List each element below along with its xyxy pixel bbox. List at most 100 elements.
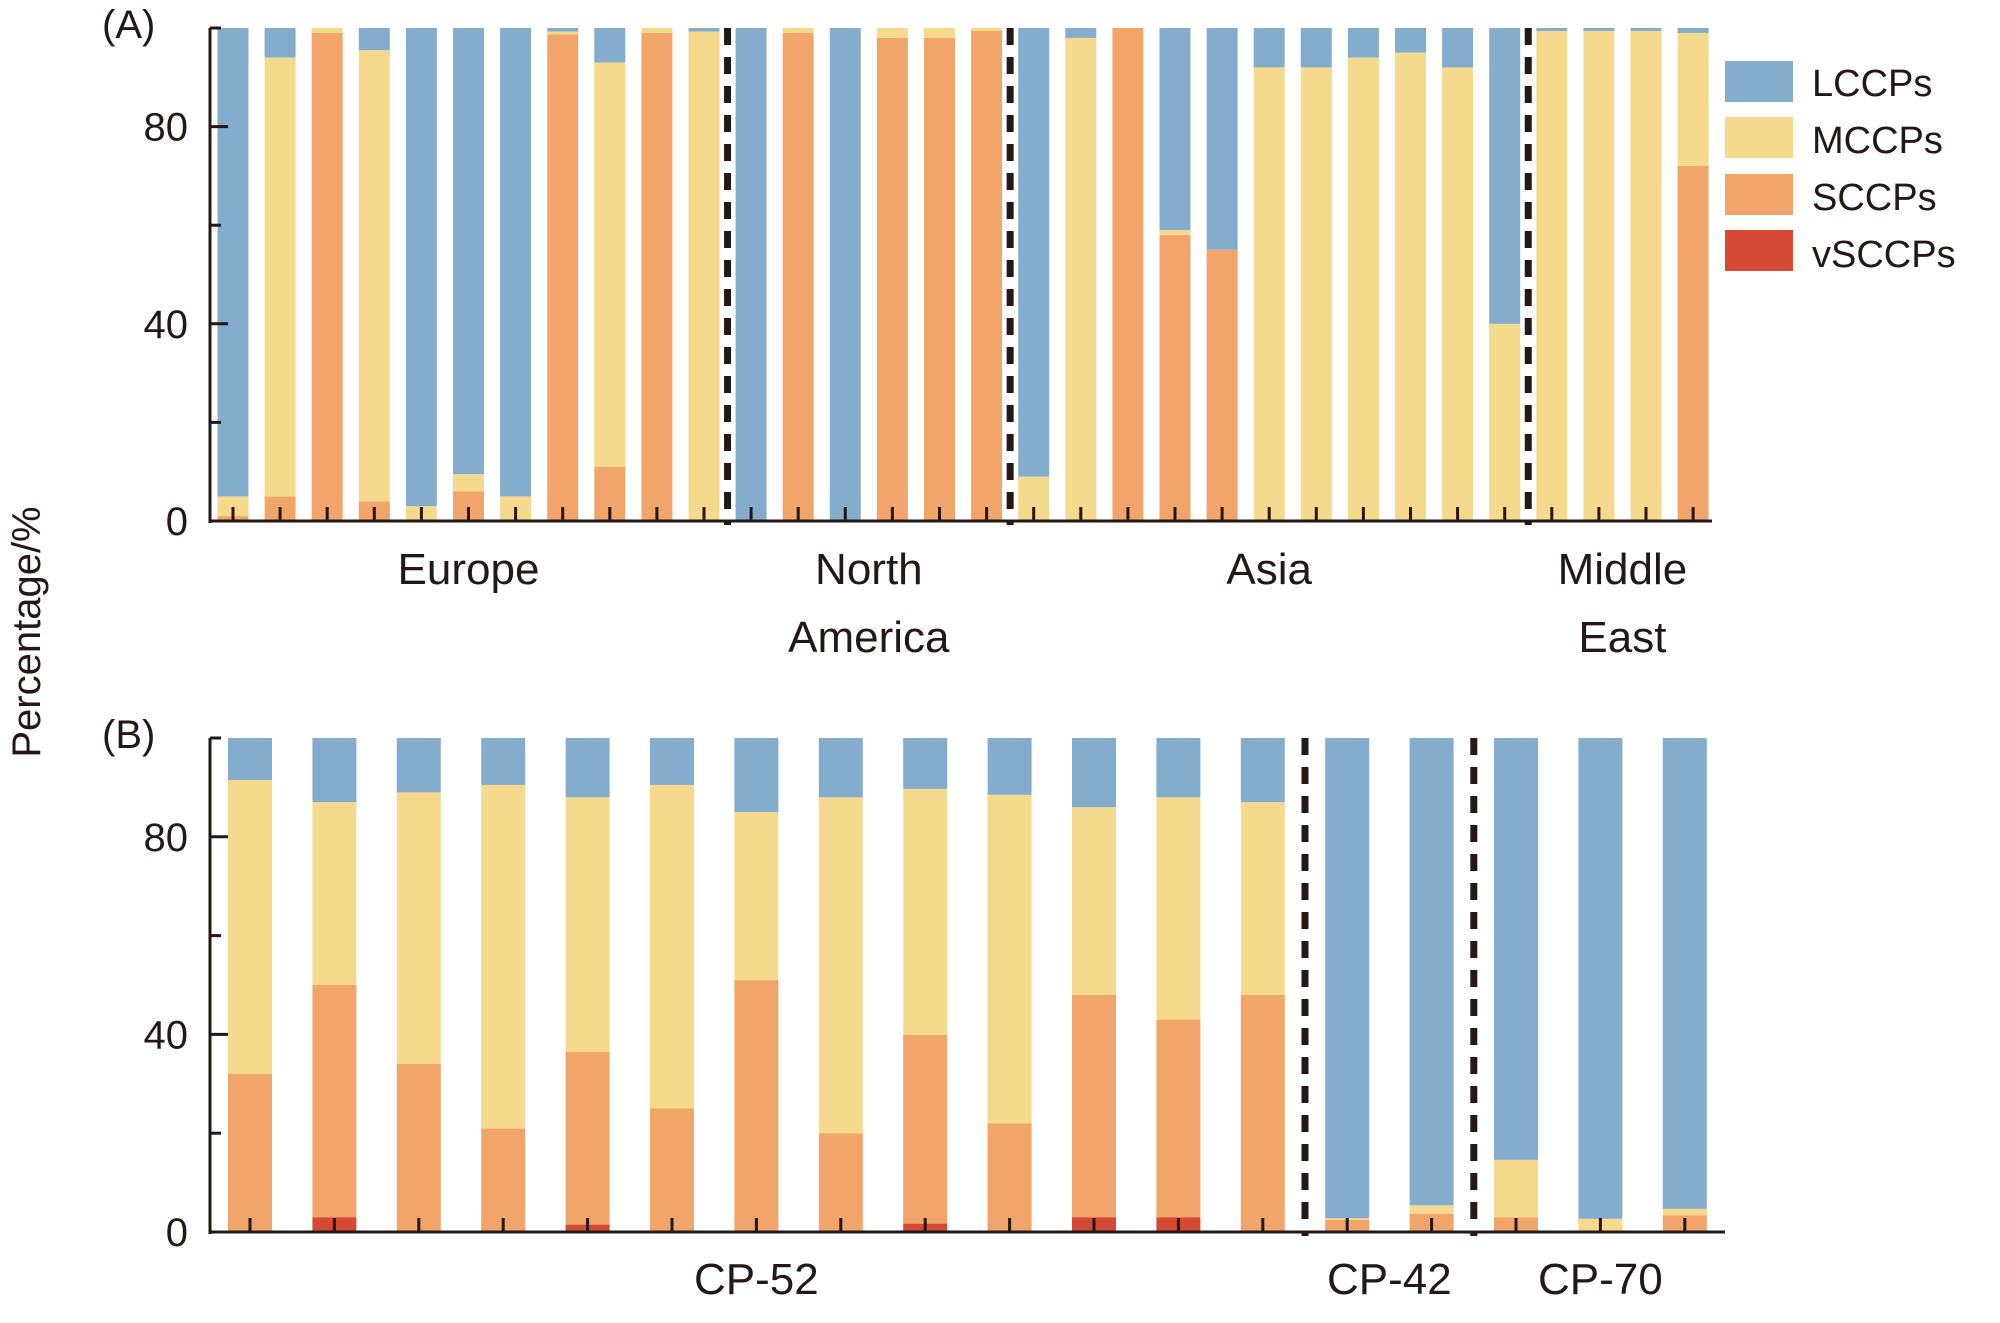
bar-stack bbox=[358, 28, 390, 521]
bar-stack bbox=[1240, 738, 1285, 1232]
bar-segment-sccps bbox=[1159, 235, 1191, 521]
bar-segment-sccps bbox=[1112, 28, 1144, 521]
panel-b-group-labels: CP-52 CP-42 CP-70 bbox=[694, 1255, 1663, 1304]
bar-segment-lccps bbox=[312, 738, 357, 803]
bar-segment-lccps bbox=[650, 738, 694, 785]
bar-segment-lccps bbox=[1347, 28, 1379, 58]
bar-stack bbox=[1206, 28, 1238, 522]
bar-segment-lccps bbox=[1206, 28, 1238, 250]
bar-stack bbox=[547, 28, 579, 522]
bar-segment-sccps bbox=[782, 32, 814, 522]
bar-segment-sccps bbox=[876, 37, 908, 522]
bar-segment-lccps bbox=[1156, 738, 1201, 798]
bar-segment-sccps bbox=[1677, 166, 1709, 521]
bar-segment-mccps bbox=[217, 496, 249, 517]
bar-segment-lccps bbox=[1662, 738, 1707, 1209]
bar-segment-mccps bbox=[481, 784, 526, 1129]
bar-segment-sccps bbox=[1206, 249, 1238, 522]
bar-segment-lccps bbox=[405, 28, 437, 507]
y-tick-label: 80 bbox=[144, 816, 189, 860]
bar-stack bbox=[1662, 738, 1707, 1232]
bar-stack bbox=[396, 738, 441, 1232]
bar-stack bbox=[735, 28, 767, 521]
bar-segment-lccps bbox=[1240, 738, 1285, 803]
bar-segment-mccps bbox=[1583, 31, 1615, 521]
bar-segment-lccps bbox=[1489, 28, 1521, 324]
bar-segment-sccps bbox=[818, 1133, 863, 1232]
group-label: Asia bbox=[1226, 545, 1312, 594]
bar-segment-mccps bbox=[782, 28, 814, 33]
y-tick-label: 80 bbox=[144, 106, 189, 150]
bar-segment-mccps bbox=[453, 474, 484, 492]
bar-segment-mccps bbox=[1489, 323, 1521, 521]
y-axis-title: Percentage/% bbox=[5, 506, 49, 757]
group-label: Europe bbox=[398, 545, 540, 594]
bar-segment-lccps bbox=[734, 738, 779, 813]
bar-segment-mccps bbox=[1065, 37, 1097, 522]
bar-segment-mccps bbox=[1677, 32, 1709, 167]
bar-segment-sccps bbox=[1072, 994, 1116, 1218]
bar-segment-lccps bbox=[396, 738, 441, 793]
bar-stack bbox=[1677, 28, 1709, 521]
bar-segment-lccps bbox=[1578, 738, 1623, 1219]
group-label: North bbox=[815, 545, 923, 594]
bar-stack bbox=[1072, 738, 1116, 1232]
bar-segment-mccps bbox=[971, 28, 1003, 31]
group-label: CP-52 bbox=[694, 1255, 819, 1304]
bar-segment-sccps bbox=[311, 32, 343, 522]
legend: LCCPs MCCPs SCCPs vSCCPs bbox=[1725, 61, 1956, 276]
bar-stack bbox=[311, 28, 343, 522]
bar-segment-mccps bbox=[734, 812, 779, 981]
bar-segment-lccps bbox=[1583, 28, 1615, 31]
bar-stack bbox=[1325, 738, 1370, 1232]
bar-stack bbox=[641, 28, 673, 522]
bar-stack bbox=[876, 28, 908, 522]
bar-segment-lccps bbox=[264, 28, 296, 58]
bar-stack bbox=[1395, 28, 1426, 521]
bar-stack bbox=[405, 28, 437, 521]
group-label: CP-42 bbox=[1327, 1255, 1452, 1304]
bar-stack bbox=[1347, 28, 1379, 521]
bar-segment-lccps bbox=[1072, 738, 1116, 808]
bar-segment-mccps bbox=[264, 57, 296, 497]
bar-segment-sccps bbox=[565, 1051, 610, 1225]
bar-stack bbox=[453, 28, 484, 521]
bar-stack bbox=[312, 738, 357, 1232]
bar-stack bbox=[818, 738, 863, 1232]
group-label: Middle bbox=[1558, 545, 1688, 594]
bar-segment-mccps bbox=[565, 797, 610, 1052]
bar-segment-lccps bbox=[1536, 28, 1568, 31]
bar-segment-sccps bbox=[924, 37, 955, 522]
bar-stack bbox=[1065, 28, 1097, 522]
bar-segment-mccps bbox=[312, 802, 357, 985]
bar-stack bbox=[1112, 28, 1144, 521]
bar-segment-mccps bbox=[1159, 230, 1191, 235]
bar-segment-lccps bbox=[1409, 738, 1454, 1206]
bar-segment-mccps bbox=[924, 28, 955, 38]
legend-label-vsccps: vSCCPs bbox=[1812, 234, 1956, 276]
bar-stack bbox=[1630, 28, 1662, 521]
bar-segment-lccps bbox=[500, 28, 532, 497]
bar-segment-sccps bbox=[547, 34, 579, 522]
bar-stack bbox=[264, 28, 296, 521]
bar-stack bbox=[1578, 738, 1623, 1232]
bar-segment-mccps bbox=[818, 797, 863, 1134]
bar-segment-mccps bbox=[396, 792, 441, 1064]
bar-segment-sccps bbox=[903, 1034, 948, 1224]
bar-segment-mccps bbox=[641, 28, 673, 33]
bar-segment-lccps bbox=[903, 738, 948, 789]
legend-swatch-vsccps bbox=[1725, 230, 1793, 271]
bar-segment-lccps bbox=[1253, 28, 1285, 68]
bar-segment-sccps bbox=[641, 32, 673, 522]
bar-segment-sccps bbox=[1156, 1019, 1201, 1218]
bar-segment-sccps bbox=[396, 1064, 441, 1232]
panel-a-label: (A) bbox=[102, 3, 155, 47]
bar-stack bbox=[903, 738, 948, 1232]
bar-segment-mccps bbox=[1156, 797, 1201, 1020]
bar-segment-sccps bbox=[312, 985, 357, 1218]
bar-stack bbox=[1489, 28, 1521, 521]
bar-segment-mccps bbox=[1536, 31, 1568, 521]
bar-segment-lccps bbox=[1325, 738, 1370, 1219]
bar-stack bbox=[1536, 28, 1568, 521]
